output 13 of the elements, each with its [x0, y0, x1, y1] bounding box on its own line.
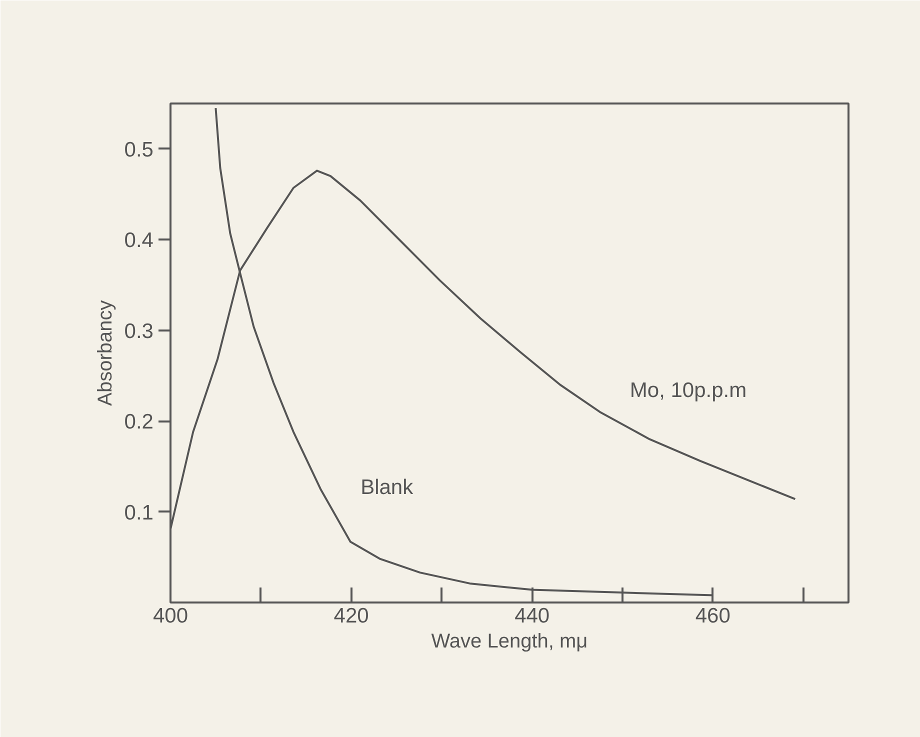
- x-tick-label: 460: [695, 604, 730, 628]
- x-tick-label: 420: [334, 604, 369, 628]
- x-tick-label: 400: [152, 604, 188, 628]
- y-tick-label: 0.4: [124, 229, 154, 252]
- y-tick-label: 0.3: [124, 320, 154, 343]
- y-axis-title: Absorbancy: [94, 300, 116, 406]
- y-tick-label: 0.5: [124, 138, 154, 162]
- series-label: Mo, 10p.p.m: [630, 378, 747, 402]
- y-tick-label: 0.2: [124, 410, 154, 434]
- series-label: Blank: [360, 476, 414, 500]
- y-tick-label: 0.1: [124, 501, 154, 524]
- x-tick-label: 440: [514, 604, 550, 628]
- x-axis-title: Wave Length, mμ: [431, 630, 588, 652]
